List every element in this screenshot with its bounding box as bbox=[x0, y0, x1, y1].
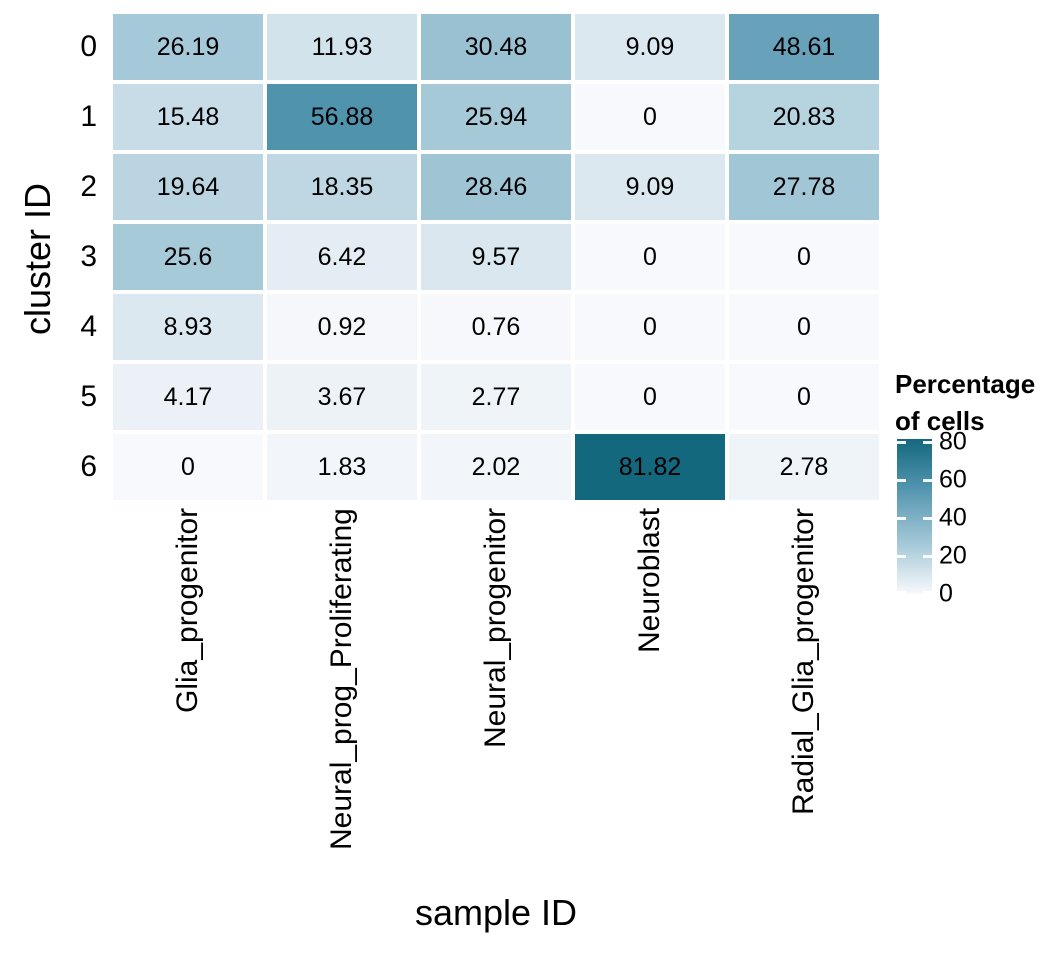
x-tick-cell: Glia_progenitor bbox=[113, 508, 263, 910]
legend-title-line: Percentage bbox=[895, 369, 1036, 399]
legend-tick-label: 40 bbox=[939, 503, 967, 532]
legend-tick-label: 0 bbox=[939, 579, 953, 608]
heatmap-cell: 81.82 bbox=[575, 434, 725, 500]
x-axis-title: sample ID bbox=[414, 892, 578, 933]
heatmap-cell: 0 bbox=[575, 364, 725, 430]
legend-tick-label: 20 bbox=[939, 541, 967, 570]
y-tick-label: 4 bbox=[80, 310, 97, 343]
heatmap-cell: 25.94 bbox=[421, 84, 571, 150]
y-tick-label: 6 bbox=[80, 450, 97, 483]
legend-title: Percentage of cells bbox=[895, 366, 1035, 440]
heatmap-cell: 0 bbox=[729, 224, 879, 290]
heatmap-cell: 48.61 bbox=[729, 14, 879, 80]
legend-tick-dash bbox=[897, 591, 906, 594]
heatmap-cell: 0 bbox=[575, 294, 725, 360]
legend-gradient-bar bbox=[897, 439, 932, 594]
x-axis-tick-labels: Glia_progenitor Neural_prog_Proliferating… bbox=[113, 508, 879, 910]
legend-tick-dash bbox=[923, 440, 932, 444]
y-tick-label: 5 bbox=[80, 380, 97, 413]
legend-tick-dash bbox=[923, 516, 932, 520]
heatmap-cell: 19.64 bbox=[113, 154, 263, 220]
legend-tick-label: 60 bbox=[939, 465, 967, 494]
heatmap-cell: 30.48 bbox=[421, 14, 571, 80]
heatmap-cell: 25.6 bbox=[113, 224, 263, 290]
heatmap-cell: 3.67 bbox=[267, 364, 417, 430]
heatmap-cell: 0 bbox=[113, 434, 263, 500]
heatmap-cell: 9.09 bbox=[575, 154, 725, 220]
legend-title-line: of cells bbox=[895, 406, 985, 436]
heatmap-cell: 0 bbox=[729, 364, 879, 430]
x-tick-cell: Neural_progenitor bbox=[421, 508, 571, 910]
legend-tick-dash bbox=[923, 554, 932, 558]
heatmap-cell: 56.88 bbox=[267, 84, 417, 150]
heatmap-cell: 1.83 bbox=[267, 434, 417, 500]
heatmap-cell: 0 bbox=[729, 294, 879, 360]
heatmap-cell: 11.93 bbox=[267, 14, 417, 80]
x-tick-label: Neural_progenitor bbox=[479, 508, 512, 749]
heatmap-cell: 2.77 bbox=[421, 364, 571, 430]
heatmap-cell: 0.92 bbox=[267, 294, 417, 360]
heatmap-cell: 6.42 bbox=[267, 224, 417, 290]
heatmap-cell: 0 bbox=[575, 224, 725, 290]
x-tick-cell: Neuroblast bbox=[575, 508, 725, 910]
heatmap-cell: 18.35 bbox=[267, 154, 417, 220]
legend-tick-labels: 80 60 40 20 0 bbox=[939, 428, 1019, 608]
x-tick-label: Glia_progenitor bbox=[171, 508, 204, 714]
y-axis-tick-labels: 0 1 2 3 4 5 6 bbox=[0, 14, 104, 500]
legend-tick-label: 80 bbox=[939, 427, 967, 456]
heatmap-cell: 2.02 bbox=[421, 434, 571, 500]
heatmap-cell: 9.57 bbox=[421, 224, 571, 290]
heatmap-cell: 15.48 bbox=[113, 84, 263, 150]
legend-tick-dash bbox=[923, 591, 932, 594]
y-tick-label: 0 bbox=[80, 30, 97, 63]
heatmap-cell: 8.93 bbox=[113, 294, 263, 360]
legend-tick-dash bbox=[897, 516, 906, 520]
x-tick-cell: Neural_prog_Proliferating bbox=[267, 508, 417, 910]
heatmap-cell: 4.17 bbox=[113, 364, 263, 430]
y-tick-label: 1 bbox=[80, 100, 97, 133]
heatmap-cell: 0 bbox=[575, 84, 725, 150]
heatmap-cell: 2.78 bbox=[729, 434, 879, 500]
heatmap-cell: 26.19 bbox=[113, 14, 263, 80]
heatmap-cell: 20.83 bbox=[729, 84, 879, 150]
heatmap-cell: 0.76 bbox=[421, 294, 571, 360]
y-axis-title: cluster ID bbox=[17, 182, 58, 336]
legend-tick-dash bbox=[897, 478, 906, 482]
y-tick-label: 3 bbox=[80, 240, 97, 273]
heatmap-cell: 9.09 bbox=[575, 14, 725, 80]
x-tick-label: Neural_prog_Proliferating bbox=[325, 508, 358, 850]
x-tick-cell: Radial_Glia_progenitor bbox=[729, 508, 879, 910]
x-tick-label: Radial_Glia_progenitor bbox=[787, 508, 820, 815]
x-tick-label: Neuroblast bbox=[633, 508, 666, 654]
y-tick-label: 2 bbox=[80, 170, 97, 203]
heatmap-cell: 28.46 bbox=[421, 154, 571, 220]
legend-tick-dash bbox=[897, 554, 906, 558]
heatmap-cell: 27.78 bbox=[729, 154, 879, 220]
legend-tick-dash bbox=[923, 478, 932, 482]
heatmap-grid: 26.19 11.93 30.48 9.09 48.61 15.48 56.88 25.94 0… bbox=[113, 14, 879, 500]
legend-tick-dash bbox=[897, 440, 906, 444]
